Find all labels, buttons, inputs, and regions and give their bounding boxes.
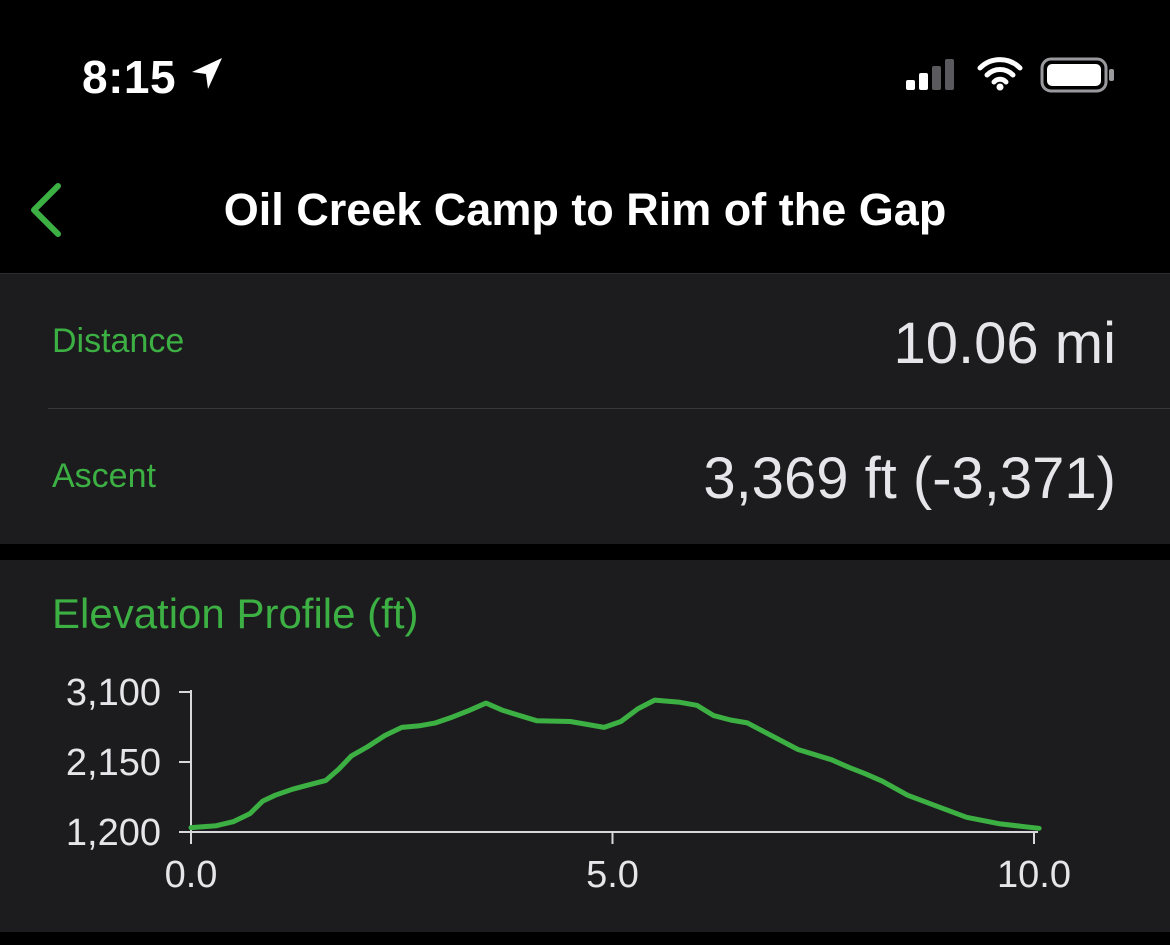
route-stats: Distance 10.06 mi Ascent 3,369 ft (-3,37… [0, 273, 1170, 544]
navigation-bar: Oil Creek Camp to Rim of the Gap [0, 150, 1170, 272]
bottom-edge [0, 932, 1170, 945]
y-tick-label: 2,150 [66, 742, 161, 784]
location-arrow-icon [192, 58, 222, 89]
stat-value-distance: 10.06 mi [893, 311, 1116, 376]
x-tick-label: 10.0 [997, 854, 1071, 896]
stat-value-ascent: 3,369 ft (-3,371) [703, 446, 1116, 511]
status-bar: 8:15 [0, 0, 1170, 150]
elevation-profile-title: Elevation Profile (ft) [52, 590, 419, 637]
cellular-signal-icon [906, 59, 954, 90]
chevron-left-icon[interactable] [26, 180, 66, 240]
stat-label-distance: Distance [52, 322, 185, 360]
stat-row-ascent: Ascent 3,369 ft (-3,371) [0, 409, 1170, 543]
page-title: Oil Creek Camp to Rim of the Gap [223, 184, 947, 235]
elevation-series-line [188, 697, 1042, 831]
elevation-chart: 1,200 2,150 3,100 0.0 5.0 10.0 [66, 672, 1071, 896]
status-time: 8:15 [82, 51, 177, 103]
stat-label-ascent: Ascent [52, 457, 156, 495]
x-tick-label: 0.0 [165, 854, 218, 896]
wifi-icon [977, 57, 1023, 91]
battery-icon [1040, 57, 1114, 93]
stat-row-distance: Distance 10.06 mi [0, 274, 1170, 408]
y-tick-label: 1,200 [66, 812, 161, 854]
elevation-profile-card: Elevation Profile (ft) 1,200 2,150 3,100 0.… [0, 560, 1170, 932]
y-tick-label: 3,100 [66, 672, 161, 714]
x-tick-label: 5.0 [586, 854, 639, 896]
stat-divider [48, 408, 1170, 409]
